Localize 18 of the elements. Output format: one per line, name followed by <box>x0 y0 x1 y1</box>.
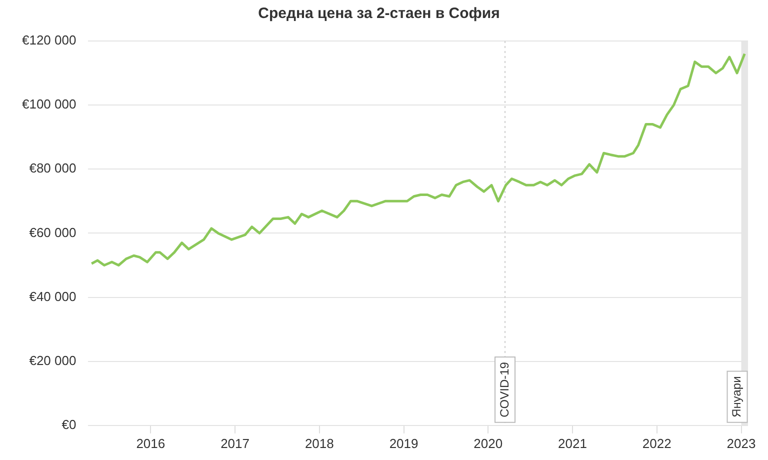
x-tick-label: 2021 <box>558 436 587 451</box>
x-tick-label: 2022 <box>642 436 672 451</box>
y-tick-label: €80 000 <box>29 160 76 176</box>
y-tick-label: €60 000 <box>29 224 76 240</box>
x-tick-label: 2019 <box>389 436 418 451</box>
y-tick-label: €20 000 <box>29 352 76 368</box>
x-tick-label: 2023 <box>726 436 756 451</box>
y-tick-label: €0 <box>62 416 76 432</box>
x-tick-label: 2017 <box>220 436 250 451</box>
y-tick-label: €40 000 <box>29 288 76 304</box>
y-tick-label: €120 000 <box>22 32 76 48</box>
x-tick-label: 2016 <box>136 436 166 451</box>
y-tick-label: €100 000 <box>22 96 76 112</box>
chart-title: Средна цена за 2-стаен в София <box>258 5 500 22</box>
x-tick-label: 2018 <box>304 436 334 451</box>
band-label: Януари <box>730 376 744 418</box>
ref-line-label: COVID-19 <box>497 362 512 418</box>
x-tick-label: 2020 <box>474 436 503 451</box>
